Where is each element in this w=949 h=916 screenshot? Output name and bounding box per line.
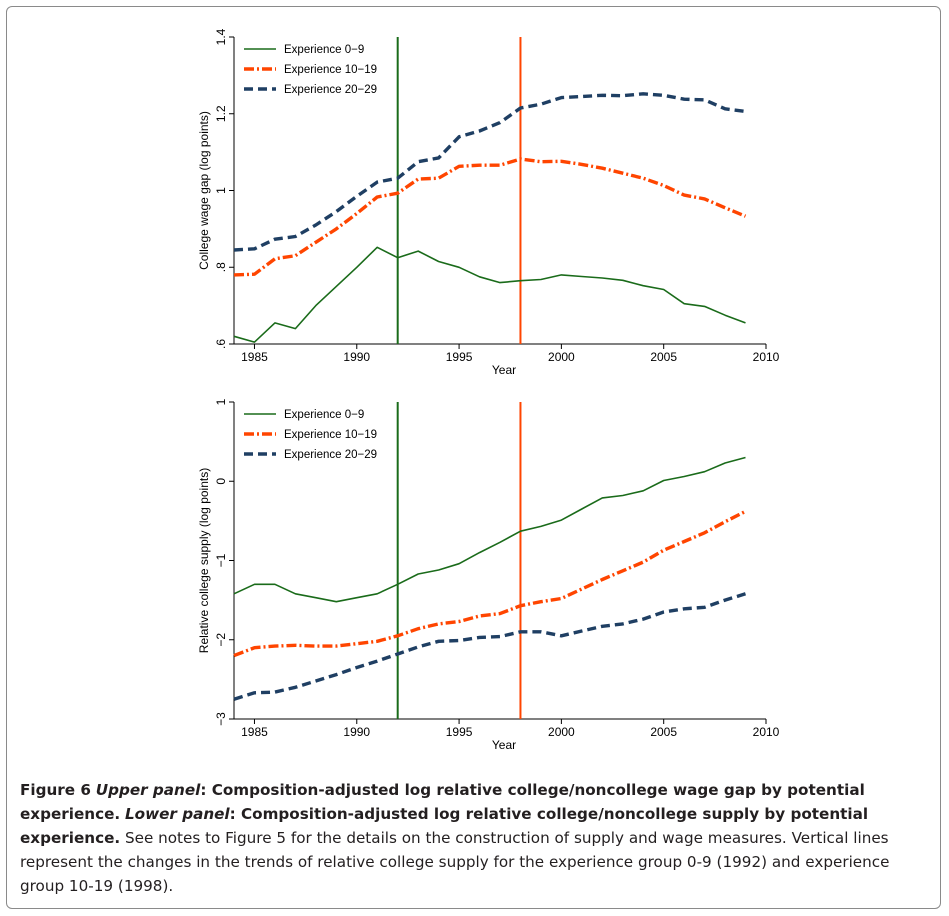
y-tick-label: 1 [214,398,228,405]
x-tick-label: 2005 [650,725,677,739]
series-line [233,92,746,252]
caption-notes: See notes to Figure 5 for the details on… [20,829,890,895]
x-tick-label: 1985 [241,725,268,739]
x-tick-label: 1985 [241,350,268,364]
y-tick-label: .8 [214,262,228,272]
legend-label: Experience 0−9 [284,44,364,56]
x-tick-label: 2000 [548,725,575,739]
legend-label: Experience 20−29 [284,449,377,461]
y-tick-label: 1.2 [214,105,228,122]
x-axis-label: Year [492,363,516,377]
series-line [233,509,747,658]
x-tick-label: 1990 [343,725,370,739]
y-tick-label: −3 [214,712,228,726]
y-tick-label: .6 [214,339,228,349]
upper-panel-description: : Composition-adjusted log relative coll… [20,781,865,823]
y-tick-label: −2 [214,633,228,647]
y-tick-label: 0 [214,478,228,485]
y-tick-label: −1 [214,553,228,567]
figure-label: Figure 6 [20,781,91,799]
y-axis-label: College wage gap (log points) [197,111,211,270]
x-axis-label: Year [492,738,516,752]
legend-label: Experience 10−19 [284,429,377,441]
legend-label: Experience 10−19 [284,64,377,76]
upper-panel-chart: .6 .8 1 1.2 1.4 1985 1990 1995 2000 2005 2010 Year C… [197,28,780,377]
x-tick-label: 1990 [343,350,370,364]
y-tick-label: 1 [214,187,228,194]
series-line [233,592,747,701]
figure-caption: Figure 6 Upper panel: Composition-adjust… [20,778,935,898]
lower-panel-description: : Composition-adjusted log relative coll… [20,805,869,847]
x-tick-label: 2005 [650,350,677,364]
lower-panel-chart: −3 −2 −1 0 1 1985 1990 1995 2000 2005 2010 Year Rela… [197,398,780,752]
upper-panel-label: Upper panel [95,781,201,799]
legend-label: Experience 0−9 [284,409,364,421]
series-line [233,157,747,277]
x-tick-label: 2010 [753,725,780,739]
figure-frame [6,6,941,909]
series-line [233,456,746,603]
y-tick-label: 1.4 [214,28,228,45]
lower-panel-label: Lower panel [124,805,230,823]
x-tick-label: 1995 [446,725,473,739]
series-line [233,246,746,343]
x-tick-label: 2000 [548,350,575,364]
x-tick-label: 1995 [446,350,473,364]
x-tick-label: 2010 [753,350,780,364]
legend-label: Experience 20−29 [284,84,377,96]
y-axis-label: Relative college supply (log points) [197,468,211,653]
